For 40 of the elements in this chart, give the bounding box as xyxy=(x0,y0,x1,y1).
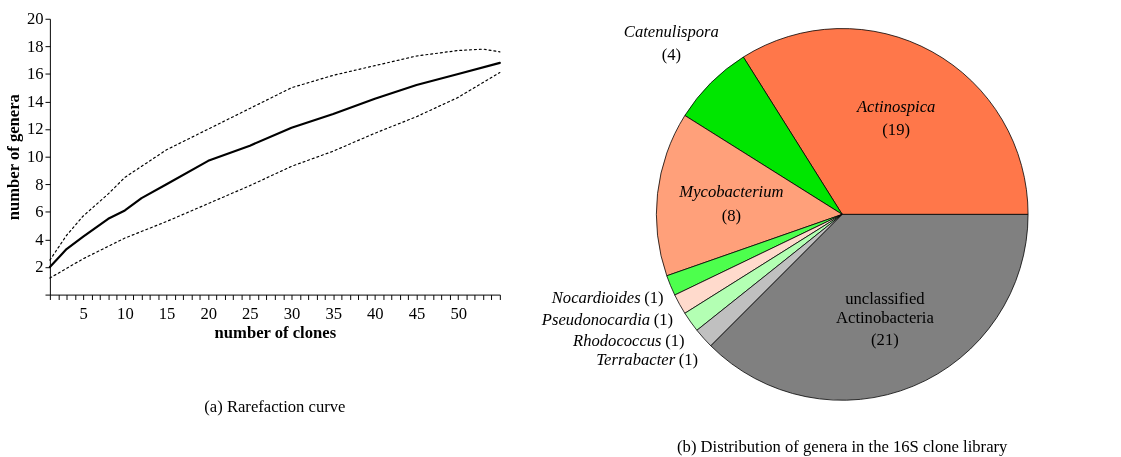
slice-label: Catenulispora xyxy=(623,21,719,41)
text: (a) Rarefaction curve xyxy=(204,397,346,416)
slice-label: Mycobacterium xyxy=(678,182,784,202)
y-tick-label: 10 xyxy=(26,147,44,167)
x-tick-label: 5 xyxy=(79,303,88,323)
data-label: (1) xyxy=(678,350,699,370)
slice-label: Nocardioides xyxy=(550,288,641,308)
x-tick-label: 35 xyxy=(325,303,342,323)
x-tick-label: 15 xyxy=(158,303,176,323)
x-tick-label: 25 xyxy=(242,303,259,323)
x-axis-title: number of clones xyxy=(214,323,337,343)
y-tick-label: 8 xyxy=(35,174,44,194)
data-label: (19) xyxy=(882,120,910,140)
slice-label: Rhodococcus xyxy=(572,331,662,351)
y-tick-label: 2 xyxy=(35,257,44,277)
x-tick-label: 20 xyxy=(200,303,217,323)
data-label: (1) xyxy=(653,310,674,330)
data-label: (8) xyxy=(721,205,742,225)
text: (b) Distribution of genera in the 16S clone library xyxy=(677,437,1009,457)
x-tick-label: 45 xyxy=(408,303,426,323)
data-label: (1) xyxy=(665,331,685,351)
data-label: (4) xyxy=(661,45,682,65)
x-tick-label: 10 xyxy=(117,303,134,323)
y-axis-title: number of genera xyxy=(4,93,24,221)
y-tick-label: 6 xyxy=(35,202,44,222)
y-tick-label: 18 xyxy=(26,36,44,56)
x-tick-label: 30 xyxy=(283,303,301,323)
slice-label: Terrabacter xyxy=(596,350,676,370)
y-tick-label: 20 xyxy=(26,9,44,29)
y-tick-label: 14 xyxy=(26,91,45,111)
x-tick-label: 50 xyxy=(450,303,467,323)
slice-label: Actinospica xyxy=(855,96,936,116)
data-label: (1) xyxy=(644,288,664,308)
y-tick-label: 12 xyxy=(26,119,44,139)
y-tick-label: 4 xyxy=(35,229,45,249)
slice-label: unclassified Actinobacteria xyxy=(836,288,935,328)
x-tick-label: 40 xyxy=(367,303,384,323)
data-label: (21) xyxy=(871,329,899,349)
y-tick-label: 16 xyxy=(26,64,44,84)
slice-label: Pseudonocardia xyxy=(540,310,651,330)
